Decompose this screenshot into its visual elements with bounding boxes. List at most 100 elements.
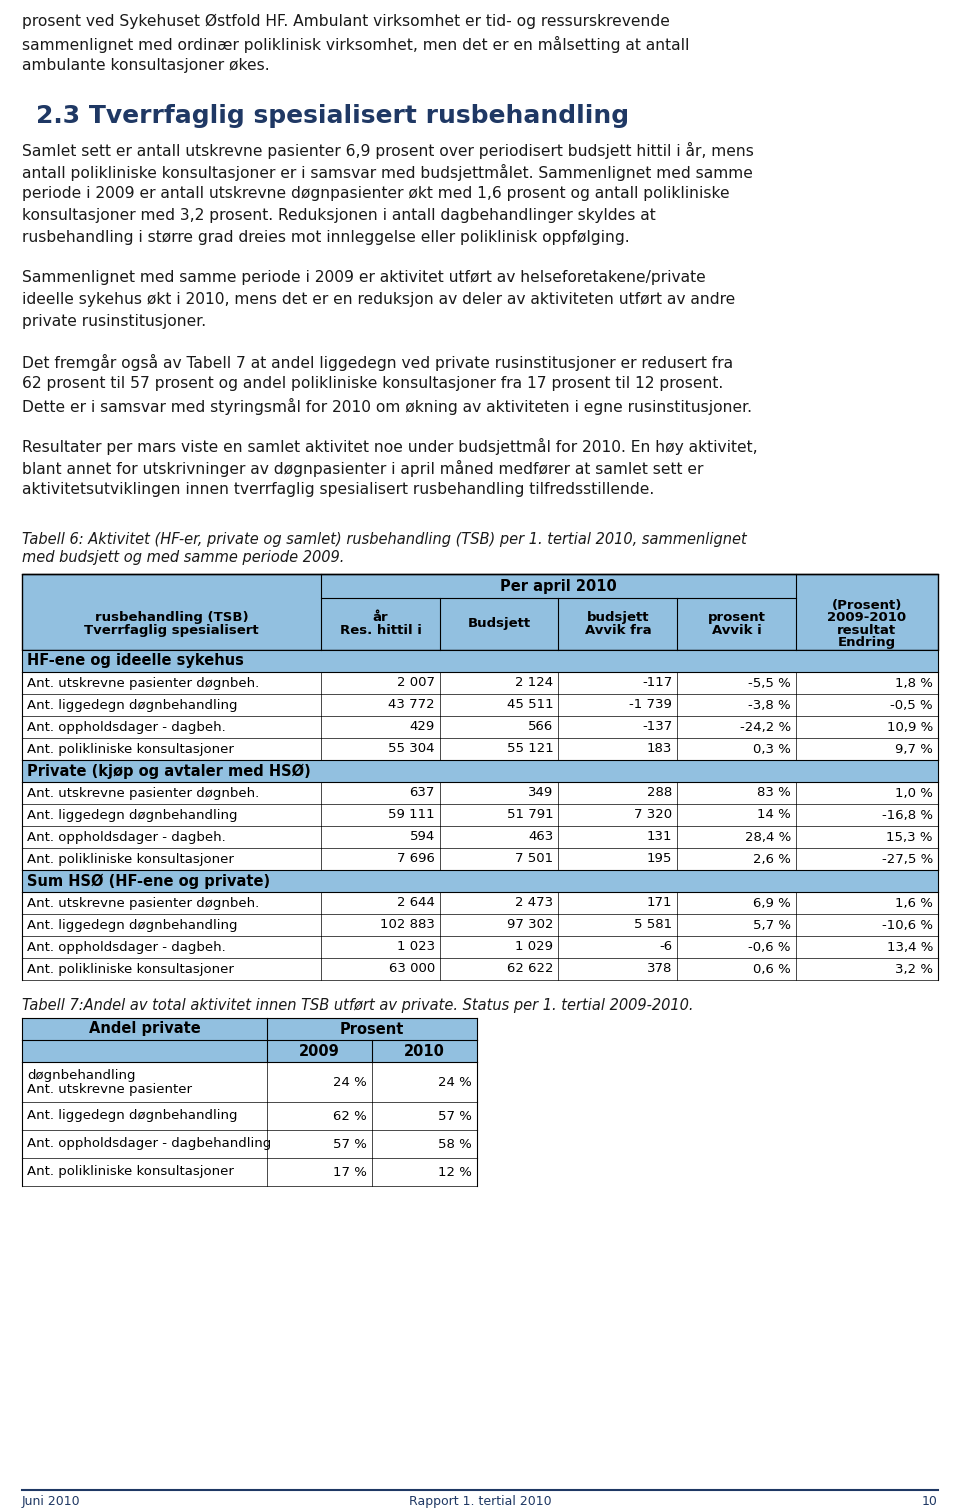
Text: 9,7 %: 9,7 % bbox=[895, 742, 933, 756]
Text: Budsjett: Budsjett bbox=[468, 618, 531, 630]
Text: Avvik i: Avvik i bbox=[711, 624, 761, 636]
Text: 10,9 %: 10,9 % bbox=[887, 721, 933, 733]
Text: 171: 171 bbox=[647, 896, 672, 910]
Text: 10: 10 bbox=[923, 1494, 938, 1508]
Text: 183: 183 bbox=[647, 742, 672, 756]
Text: Ant. polikliniske konsultasjoner: Ant. polikliniske konsultasjoner bbox=[27, 963, 234, 976]
Text: -0,5 %: -0,5 % bbox=[890, 698, 933, 712]
Text: 2009-2010: 2009-2010 bbox=[828, 612, 906, 624]
Text: 2009: 2009 bbox=[300, 1044, 340, 1059]
Text: 378: 378 bbox=[647, 963, 672, 976]
Text: Ant. polikliniske konsultasjoner: Ant. polikliniske konsultasjoner bbox=[27, 852, 234, 866]
Text: 2 473: 2 473 bbox=[516, 896, 554, 910]
Text: Juni 2010: Juni 2010 bbox=[22, 1494, 81, 1508]
Text: Endring: Endring bbox=[838, 636, 896, 650]
Text: Ant. polikliniske konsultasjoner: Ant. polikliniske konsultasjoner bbox=[27, 1165, 234, 1179]
Text: 57 %: 57 % bbox=[333, 1138, 367, 1150]
Bar bbox=[22, 760, 938, 783]
Text: 131: 131 bbox=[647, 831, 672, 843]
Text: med budsjett og med samme periode 2009.: med budsjett og med samme periode 2009. bbox=[22, 550, 345, 565]
Text: Res. hittil i: Res. hittil i bbox=[340, 624, 421, 636]
Bar bbox=[22, 1130, 477, 1157]
Text: private rusinstitusjoner.: private rusinstitusjoner. bbox=[22, 314, 206, 329]
Text: 62 622: 62 622 bbox=[507, 963, 554, 976]
Text: døgnbehandling: døgnbehandling bbox=[27, 1068, 135, 1082]
Text: 43 772: 43 772 bbox=[388, 698, 435, 712]
Text: Ant. utskrevne pasienter: Ant. utskrevne pasienter bbox=[27, 1082, 192, 1095]
Text: ideelle sykehus økt i 2010, mens det er en reduksjon av deler av aktiviteten utf: ideelle sykehus økt i 2010, mens det er … bbox=[22, 292, 735, 307]
Text: 594: 594 bbox=[410, 831, 435, 843]
Text: budsjett: budsjett bbox=[587, 612, 649, 624]
Text: rusbehandling (TSB): rusbehandling (TSB) bbox=[95, 612, 249, 624]
Text: 1,8 %: 1,8 % bbox=[895, 677, 933, 689]
Text: 0,3 %: 0,3 % bbox=[753, 742, 791, 756]
Text: Tverrfaglig spesialisert: Tverrfaglig spesialisert bbox=[84, 624, 259, 636]
Text: -117: -117 bbox=[642, 677, 672, 689]
Text: -137: -137 bbox=[642, 721, 672, 733]
Bar bbox=[22, 574, 938, 650]
Text: Tabell 7:Andel av total aktivitet innen TSB utført av private. Status per 1. ter: Tabell 7:Andel av total aktivitet innen … bbox=[22, 997, 693, 1012]
Text: 24 %: 24 % bbox=[333, 1076, 367, 1088]
Text: Sum HSØ (HF-ene og private): Sum HSØ (HF-ene og private) bbox=[27, 873, 270, 888]
Text: 1 023: 1 023 bbox=[396, 940, 435, 953]
Text: 55 121: 55 121 bbox=[507, 742, 554, 756]
Text: Ant. oppholdsdager - dagbeh.: Ant. oppholdsdager - dagbeh. bbox=[27, 831, 226, 843]
Text: 17 %: 17 % bbox=[333, 1165, 367, 1179]
Text: rusbehandling i større grad dreies mot innleggelse eller poliklinisk oppfølging.: rusbehandling i større grad dreies mot i… bbox=[22, 230, 630, 245]
Text: 58 %: 58 % bbox=[439, 1138, 472, 1150]
Text: 288: 288 bbox=[647, 787, 672, 799]
Text: sammenlignet med ordinær poliklinisk virksomhet, men det er en målsetting at ant: sammenlignet med ordinær poliklinisk vir… bbox=[22, 36, 689, 53]
Text: 63 000: 63 000 bbox=[389, 963, 435, 976]
Text: -10,6 %: -10,6 % bbox=[882, 919, 933, 931]
Bar bbox=[22, 737, 938, 760]
Bar bbox=[22, 1018, 477, 1040]
Text: 24 %: 24 % bbox=[439, 1076, 472, 1088]
Text: år: år bbox=[372, 612, 388, 624]
Text: (Prosent): (Prosent) bbox=[831, 598, 902, 612]
Text: 62 prosent til 57 prosent og andel polikliniske konsultasjoner fra 17 prosent ti: 62 prosent til 57 prosent og andel polik… bbox=[22, 376, 723, 391]
Text: prosent ved Sykehuset Østfold HF. Ambulant virksomhet er tid- og ressurskrevende: prosent ved Sykehuset Østfold HF. Ambula… bbox=[22, 14, 670, 29]
Text: Ant. liggedegn døgnbehandling: Ant. liggedegn døgnbehandling bbox=[27, 1109, 237, 1123]
Text: 2,6 %: 2,6 % bbox=[753, 852, 791, 866]
Text: Tabell 6: Aktivitet (HF-er, private og samlet) rusbehandling (TSB) per 1. tertia: Tabell 6: Aktivitet (HF-er, private og s… bbox=[22, 532, 747, 547]
Bar bbox=[22, 827, 938, 848]
Text: antall polikliniske konsultasjoner er i samsvar med budsjettmålet. Sammenlignet : antall polikliniske konsultasjoner er i … bbox=[22, 165, 753, 181]
Text: 28,4 %: 28,4 % bbox=[745, 831, 791, 843]
Text: -24,2 %: -24,2 % bbox=[740, 721, 791, 733]
Text: Prosent: Prosent bbox=[340, 1021, 404, 1037]
Text: 7 501: 7 501 bbox=[516, 852, 554, 866]
Bar bbox=[22, 783, 938, 804]
Text: 97 302: 97 302 bbox=[507, 919, 554, 931]
Text: 1 029: 1 029 bbox=[516, 940, 554, 953]
Text: Dette er i samsvar med styringsmål for 2010 om økning av aktiviteten i egne rusi: Dette er i samsvar med styringsmål for 2… bbox=[22, 397, 752, 416]
Text: 55 304: 55 304 bbox=[389, 742, 435, 756]
Text: -5,5 %: -5,5 % bbox=[748, 677, 791, 689]
Bar bbox=[22, 870, 938, 891]
Text: 566: 566 bbox=[528, 721, 554, 733]
Text: Samlet sett er antall utskrevne pasienter 6,9 prosent over periodisert budsjett : Samlet sett er antall utskrevne pasiente… bbox=[22, 142, 754, 159]
Text: Private (kjøp og avtaler med HSØ): Private (kjøp og avtaler med HSØ) bbox=[27, 763, 311, 778]
Text: -27,5 %: -27,5 % bbox=[881, 852, 933, 866]
Text: 2010: 2010 bbox=[404, 1044, 444, 1059]
Text: 1,0 %: 1,0 % bbox=[895, 787, 933, 799]
Bar bbox=[22, 672, 938, 694]
Text: Ant. liggedegn døgnbehandling: Ant. liggedegn døgnbehandling bbox=[27, 919, 237, 931]
Text: 7 320: 7 320 bbox=[634, 808, 672, 822]
Bar bbox=[22, 914, 938, 935]
Text: Avvik fra: Avvik fra bbox=[585, 624, 651, 636]
Bar bbox=[22, 958, 938, 981]
Bar bbox=[22, 1102, 477, 1130]
Text: Ant. oppholdsdager - dagbeh.: Ant. oppholdsdager - dagbeh. bbox=[27, 940, 226, 953]
Text: Ant. liggedegn døgnbehandling: Ant. liggedegn døgnbehandling bbox=[27, 698, 237, 712]
Text: periode i 2009 er antall utskrevne døgnpasienter økt med 1,6 prosent og antall p: periode i 2009 er antall utskrevne døgnp… bbox=[22, 186, 730, 201]
Bar bbox=[22, 891, 938, 914]
Text: Rapport 1. tertial 2010: Rapport 1. tertial 2010 bbox=[409, 1494, 551, 1508]
Bar bbox=[22, 848, 938, 870]
Text: Ant. utskrevne pasienter døgnbeh.: Ant. utskrevne pasienter døgnbeh. bbox=[27, 896, 259, 910]
Text: 6,9 %: 6,9 % bbox=[753, 896, 791, 910]
Text: -0,6 %: -0,6 % bbox=[749, 940, 791, 953]
Text: -6: -6 bbox=[660, 940, 672, 953]
Bar bbox=[22, 650, 938, 672]
Text: 2 644: 2 644 bbox=[396, 896, 435, 910]
Text: Andel private: Andel private bbox=[88, 1021, 201, 1037]
